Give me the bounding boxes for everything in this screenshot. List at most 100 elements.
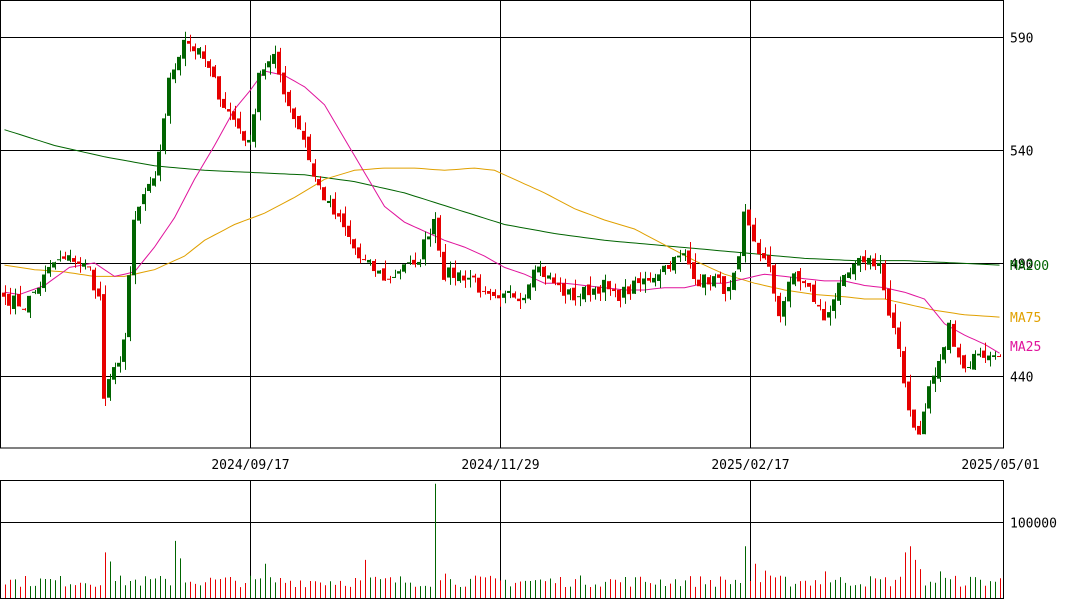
candle-body — [457, 272, 461, 282]
candle-body — [207, 61, 211, 68]
candle-body — [507, 290, 511, 293]
candle-body — [302, 130, 306, 140]
candle-body — [477, 277, 481, 293]
candle-body — [652, 277, 656, 283]
candle-body — [897, 327, 901, 349]
candle-body — [462, 275, 466, 281]
candle-body — [352, 239, 356, 249]
candle-body — [292, 108, 296, 120]
date-tick-label: 2025/05/01 — [961, 458, 1039, 473]
candle-body — [712, 276, 716, 287]
candle-body — [877, 262, 881, 266]
candle-body — [847, 272, 851, 278]
candle-body — [77, 261, 81, 264]
candle-body — [702, 274, 706, 288]
candle-body — [812, 284, 816, 302]
candle-body — [722, 276, 726, 294]
candle-body — [572, 287, 576, 301]
candle-body — [542, 266, 546, 278]
candle-body — [377, 270, 381, 274]
candle-body — [952, 323, 956, 347]
ma75-line — [4, 167, 1000, 318]
candle-body — [632, 280, 636, 294]
candle-body — [837, 282, 841, 301]
candle-body — [57, 259, 61, 261]
candle-body — [312, 163, 316, 177]
volume-bars — [5, 483, 1001, 598]
candle-body — [357, 247, 361, 259]
candle-body — [822, 308, 826, 321]
ma200-line — [4, 129, 1000, 266]
candle-body — [432, 218, 436, 235]
candle-body — [382, 268, 386, 281]
candle-body — [817, 304, 821, 307]
candle-body — [87, 266, 91, 268]
candle-body — [922, 411, 926, 435]
candle-body — [627, 286, 631, 295]
candle-body — [37, 287, 41, 294]
candle-body — [227, 109, 231, 112]
candle-body — [107, 379, 111, 398]
candle-body — [587, 284, 591, 296]
candle-body — [917, 425, 921, 435]
candle-body — [407, 262, 411, 264]
candle-body — [112, 367, 116, 380]
candle-body — [962, 355, 966, 369]
candle-body — [317, 179, 321, 186]
candle-body — [717, 274, 721, 278]
ma25-legend-label: MA25 — [1010, 340, 1041, 355]
candle-body — [27, 295, 31, 313]
candle-body — [882, 263, 886, 291]
ma200-legend-label: MA200 — [1010, 259, 1049, 274]
moving-average-lines — [4, 70, 1000, 354]
candle-body — [447, 267, 451, 278]
candle-body — [397, 271, 401, 274]
candle-body — [297, 115, 301, 130]
candle-body — [367, 259, 371, 263]
candle-body — [602, 279, 606, 293]
candle-body — [527, 284, 531, 299]
candle-body — [47, 266, 51, 274]
candle-body — [412, 259, 416, 265]
candle-body — [372, 260, 376, 272]
candle-body — [362, 259, 366, 261]
candle-body — [467, 277, 471, 280]
candle-body — [747, 209, 751, 226]
candle-body — [187, 40, 191, 44]
candle-body — [827, 312, 831, 318]
candle-body — [777, 295, 781, 317]
candle-body — [957, 347, 961, 358]
ma75-legend-label: MA75 — [1010, 311, 1041, 326]
candle-body — [72, 258, 76, 262]
axis-labels: 590 540 490 440 2024/09/17 2024/11/29 2025/02/… — [211, 32, 1057, 532]
price-tick-label: 490 — [1010, 258, 1033, 273]
candle-body — [277, 51, 281, 75]
candle-body — [667, 264, 671, 269]
candle-body — [177, 56, 181, 71]
candle-body — [872, 258, 876, 267]
candle-body — [147, 183, 151, 192]
candle-body — [502, 293, 506, 298]
candle-body — [197, 48, 201, 55]
candle-body — [522, 297, 526, 301]
candle-body — [417, 261, 421, 265]
candle-body — [237, 118, 241, 129]
candle-body — [947, 322, 951, 350]
candle-body — [487, 291, 491, 294]
candle-body — [987, 355, 991, 361]
candle-body — [792, 273, 796, 285]
candle-body — [272, 53, 276, 64]
candle-body — [482, 290, 486, 292]
candle-body — [577, 296, 581, 298]
candle-body — [662, 265, 666, 273]
candle-body — [742, 211, 746, 257]
candle-body — [552, 277, 556, 284]
candle-body — [17, 294, 21, 307]
candle-body — [892, 312, 896, 328]
candle-body — [492, 291, 496, 296]
candle-body — [682, 253, 686, 256]
candle-body — [697, 279, 701, 287]
candle-body — [997, 356, 1001, 358]
price-tick-label: 540 — [1010, 145, 1033, 160]
